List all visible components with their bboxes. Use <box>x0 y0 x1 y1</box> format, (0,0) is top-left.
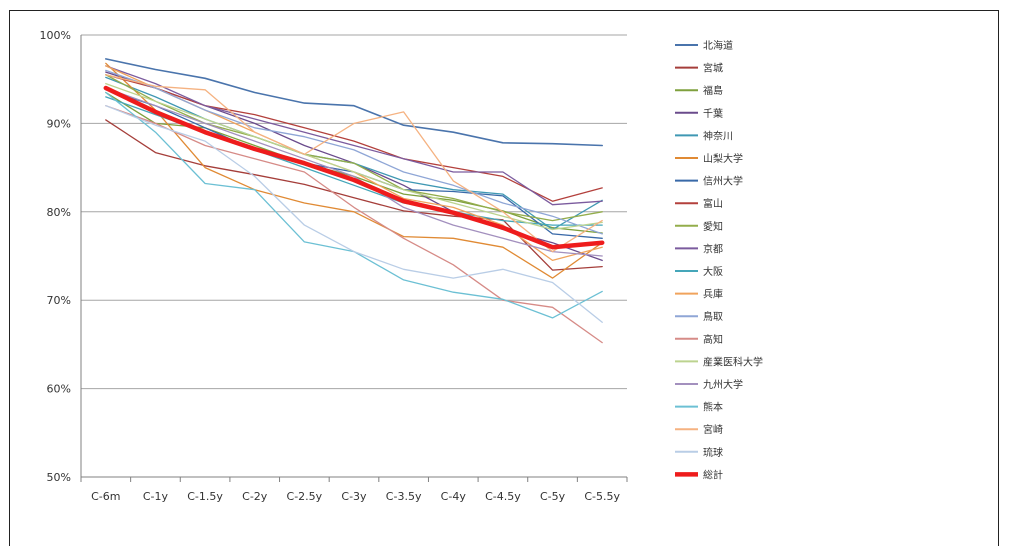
chart-frame: 50% 60% 70% 80% 90% 100% C-6m C-1y C-1.5y C-2y C-… <box>9 10 999 546</box>
series-line <box>105 91 603 319</box>
series-line <box>105 105 603 323</box>
legend-label: 高知 <box>703 333 723 346</box>
y-tick-label: 100% <box>40 29 71 42</box>
x-tick-label: C-1y <box>143 490 169 503</box>
y-tick-label: 70% <box>47 294 71 307</box>
x-tick-label: C-3.5y <box>386 490 422 503</box>
series-line <box>105 65 603 206</box>
series-line <box>105 58 604 147</box>
y-tick-label: 60% <box>47 383 71 396</box>
legend-item: 高知 <box>675 333 723 346</box>
legend-item: 総計 <box>675 468 723 481</box>
x-tick-label: C-4y <box>441 490 467 503</box>
y-tick-labels: 50% 60% 70% 80% 90% 100% <box>40 29 71 484</box>
legend-item: 兵庫 <box>675 288 723 301</box>
legend-item: 宮城 <box>675 62 723 75</box>
legend-label: 総計 <box>703 468 723 481</box>
legend-item: 熊本 <box>675 401 723 414</box>
legend-label: 神奈川 <box>703 129 733 142</box>
legend-item: 鳥取 <box>675 310 723 323</box>
legend-item: 京都 <box>675 242 723 255</box>
legend-label: 福島 <box>703 84 723 97</box>
x-tick-label: C-4.5y <box>485 490 521 503</box>
legend-label: 琉球 <box>703 446 723 459</box>
series-lines <box>103 58 605 344</box>
legend-item: 愛知 <box>675 220 723 233</box>
x-tick-label: C-6m <box>91 490 120 503</box>
legend-label: 信州大学 <box>703 175 743 188</box>
axes <box>80 35 628 482</box>
x-tick-labels: C-6m C-1y C-1.5y C-2y C-2.5y C-3y C-3.5y C-4y C-… <box>91 490 620 503</box>
legend-label: 大阪 <box>703 265 723 278</box>
legend-label: 宮城 <box>703 62 723 75</box>
legend-item: 千葉 <box>675 107 723 120</box>
series-line <box>105 74 603 222</box>
legend-item: 信州大学 <box>675 175 743 188</box>
series-line <box>105 74 603 253</box>
series-line <box>105 74 603 202</box>
legend-label: 九州大学 <box>703 378 743 391</box>
legend-label: 鳥取 <box>703 310 723 323</box>
series-line <box>105 119 603 271</box>
legend-label: 千葉 <box>703 107 723 120</box>
legend-label: 兵庫 <box>703 288 723 301</box>
legend: 北海道宮城福島千葉神奈川山梨大学信州大学富山愛知京都大阪兵庫鳥取高知産業医科大学… <box>675 39 763 481</box>
legend-item: 産業医科大学 <box>675 355 763 368</box>
series-line <box>105 82 603 231</box>
line-chart: 50%60%70%80%90%100% C-6m C-1y C-1.5y C-2y C-… <box>40 29 763 503</box>
series-line <box>105 105 603 344</box>
x-tick-label: C-1.5y <box>187 490 223 503</box>
series-line <box>105 69 603 235</box>
x-tick-label: C-2.5y <box>287 490 323 503</box>
series-line <box>103 85 605 250</box>
legend-label: 北海道 <box>703 39 733 52</box>
legend-label: 愛知 <box>703 220 723 233</box>
legend-item: 北海道 <box>675 39 733 52</box>
legend-item: 琉球 <box>675 446 723 459</box>
x-tick-label: C-2y <box>242 490 268 503</box>
legend-label: 熊本 <box>703 401 723 414</box>
legend-item: 山梨大学 <box>675 152 743 165</box>
legend-item: 九州大学 <box>675 378 743 391</box>
x-tick-label: C-3y <box>341 490 367 503</box>
legend-item: 宮崎 <box>675 423 723 436</box>
legend-item: 神奈川 <box>675 129 733 142</box>
y-tick-label: 90% <box>47 117 71 130</box>
legend-item: 福島 <box>675 84 723 97</box>
legend-label: 産業医科大学 <box>703 355 763 368</box>
legend-label: 宮崎 <box>703 423 723 436</box>
series-line <box>105 87 603 257</box>
x-tick-label: C-5y <box>540 490 566 503</box>
legend-item: 富山 <box>675 197 723 210</box>
x-tick-label: C-5.5y <box>584 490 620 503</box>
y-tick-label: 50% <box>47 471 71 484</box>
legend-item: 大阪 <box>675 265 723 278</box>
legend-label: 京都 <box>703 242 723 255</box>
legend-label: 富山 <box>703 197 723 210</box>
y-tick-label: 80% <box>47 206 71 219</box>
series-line <box>105 62 603 279</box>
legend-label: 山梨大学 <box>703 152 743 165</box>
